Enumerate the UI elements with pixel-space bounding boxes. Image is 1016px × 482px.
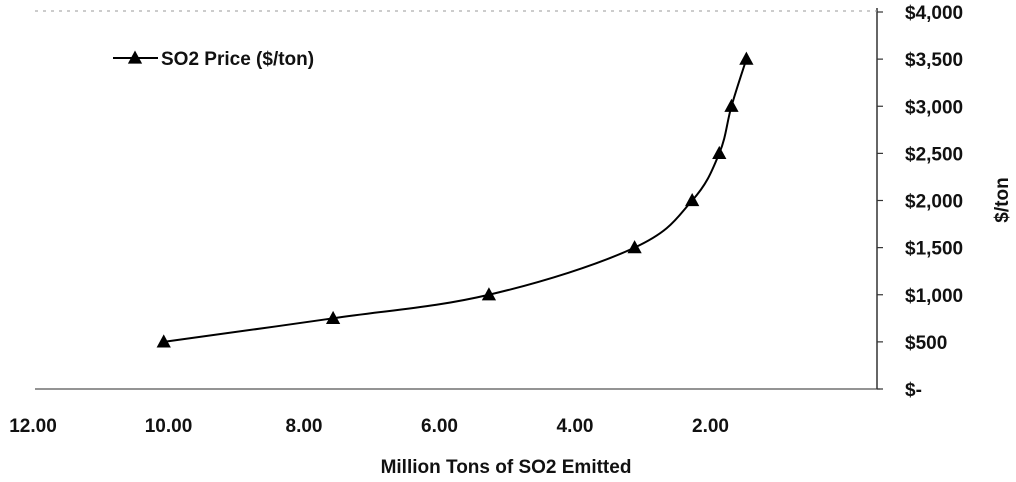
x-tick-label: 6.00 [421, 416, 458, 437]
y-axis-title: $/ton [992, 177, 1013, 222]
data-point-triangle [712, 145, 727, 159]
series-line-so2-price [163, 58, 748, 343]
data-point-triangle [325, 310, 341, 324]
legend-label: SO2 Price ($/ton) [161, 49, 314, 70]
x-axis-ticks: 12.00 10.00 8.00 6.00 4.00 2.00 [9, 416, 729, 437]
y-tick-label: $4,000 [905, 3, 963, 24]
legend: SO2 Price ($/ton) [113, 49, 314, 70]
x-tick-label: 10.00 [145, 416, 193, 437]
data-point-triangle [481, 287, 497, 301]
data-point-triangle [627, 240, 642, 254]
y-tick-label: $2,500 [905, 144, 963, 165]
x-axis-title: Million Tons of SO2 Emitted [381, 457, 632, 478]
legend-triangle-marker [127, 50, 143, 64]
y-tick-label: $1,000 [905, 286, 963, 307]
series-layer [156, 51, 754, 348]
y-tick-label: $1,500 [905, 239, 963, 260]
data-point-triangle [685, 193, 700, 207]
axes [35, 8, 880, 390]
y-tick-label: $2,000 [905, 192, 963, 213]
x-tick-label: 8.00 [286, 416, 323, 437]
y-tick-label: $3,000 [905, 97, 963, 118]
x-tick-label: 4.00 [557, 416, 594, 437]
data-point-triangle [724, 98, 739, 112]
y-tick-label: $500 [905, 333, 947, 354]
data-point-triangle [156, 334, 171, 348]
data-point-triangle [739, 51, 754, 65]
x-tick-label: 2.00 [692, 416, 729, 437]
y-tick-label: $- [905, 380, 922, 401]
y-tick-label: $3,500 [905, 50, 963, 71]
x-tick-label: 12.00 [9, 416, 57, 437]
y-axis-ticks: $- $500 $1,000 $1,500 $2,000 $2,500 $3,000 $3,5… [877, 3, 963, 401]
